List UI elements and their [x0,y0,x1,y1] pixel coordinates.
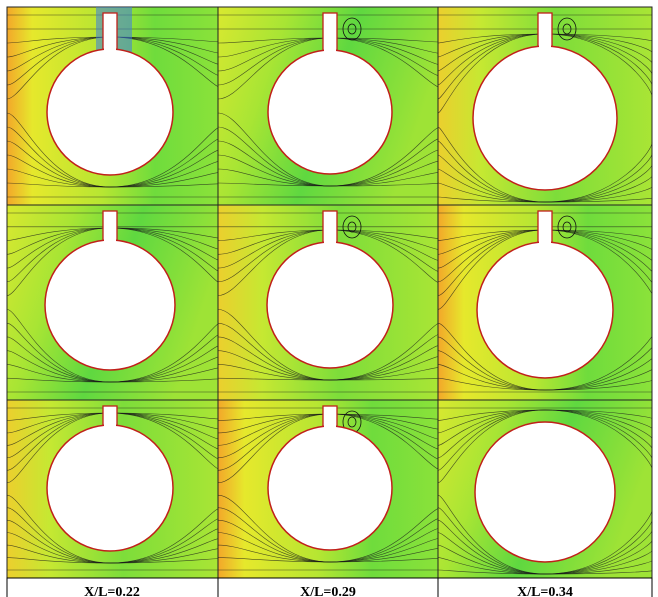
stub-join [324,239,336,245]
streamline [6,182,219,188]
vortex [347,416,357,428]
streamline [437,196,653,203]
body [472,45,618,191]
body [267,425,393,551]
flow-panel [217,399,439,579]
column-label: X/L=0.34 [517,585,573,597]
flow-panel [217,204,439,401]
body [267,49,393,175]
streamline [217,377,439,381]
stub-join [539,43,551,49]
stub-join [324,47,336,53]
flow-panel [6,204,219,401]
body [476,241,614,379]
body [46,48,174,176]
flow-panel [6,399,219,579]
flow-panel [217,6,439,206]
streamline [437,377,653,391]
vortex [557,17,577,41]
vortex [557,215,577,239]
column-label: X/L=0.22 [84,585,140,597]
vortex [342,215,362,239]
body [266,241,394,369]
label-row: X/L=0.22 X/L=0.29 X/L=0.34 [6,577,653,597]
stub-join [104,422,116,428]
stub-join [104,237,116,243]
vortex [342,17,362,41]
streamline [6,377,219,383]
stub-join [324,423,336,429]
flow-panel [437,204,653,401]
stub [322,12,338,53]
streamline [217,557,439,563]
stub-join [104,46,116,52]
streamline [437,569,653,575]
streamline [217,182,439,187]
stub-join [539,239,551,245]
label-cell [437,577,653,597]
body [46,424,174,552]
vortex [347,23,357,35]
flow-panel [6,6,219,206]
body [474,421,616,563]
flow-panel [437,399,653,579]
body [44,239,176,371]
vortex [347,221,357,233]
streamline [6,557,219,564]
flow-panel [437,6,653,206]
vortex [562,23,572,35]
column-label: X/L=0.29 [300,585,356,597]
stub [102,12,118,52]
streamline [437,409,653,484]
stub [537,12,553,49]
vortex [562,221,572,233]
